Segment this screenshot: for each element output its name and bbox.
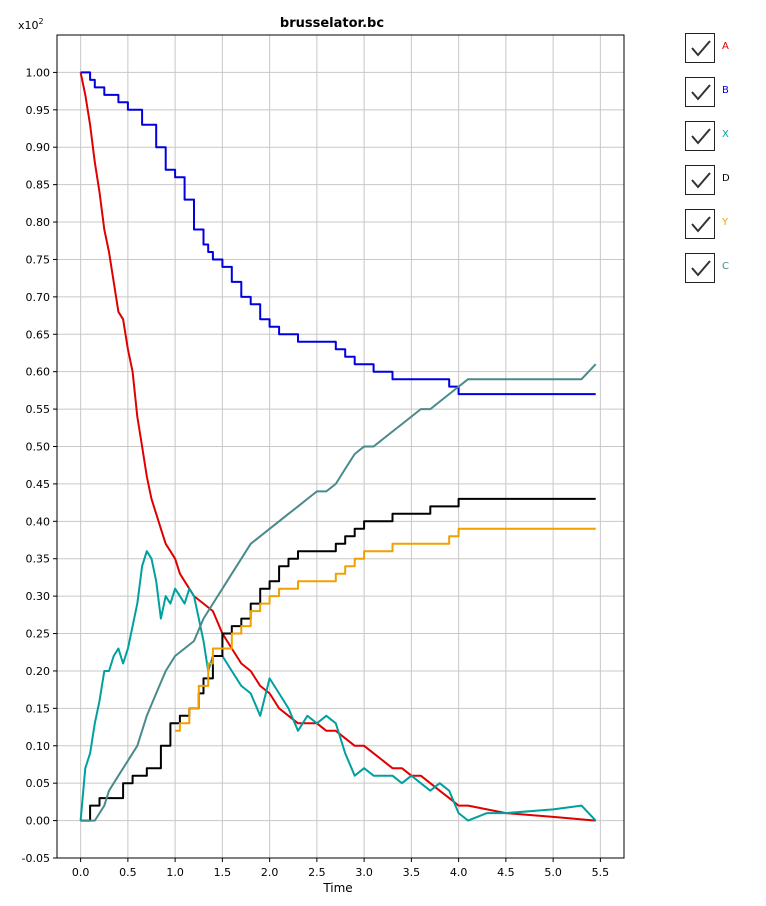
series-line-x — [79, 550, 597, 822]
x-tick-label: 3.5 — [403, 866, 421, 879]
legend-label: B — [722, 85, 729, 96]
y-tick-label: 0.40 — [26, 515, 51, 528]
y-tick-label: 0.60 — [26, 366, 51, 379]
y-tick-label: 1.00 — [26, 66, 51, 79]
x-tick-label: 0.5 — [119, 866, 137, 879]
x-tick-label: 0.0 — [72, 866, 90, 879]
series-line-y — [175, 527, 596, 732]
checkbox-checked-icon — [691, 216, 711, 233]
y-tick-label: 0.55 — [26, 403, 51, 416]
legend-label: C — [722, 261, 729, 272]
y-tick-label: 0.85 — [26, 179, 51, 192]
checkbox-checked-icon — [691, 128, 711, 145]
y-tick-label: 0.10 — [26, 740, 51, 753]
y-tick-label: 0.75 — [26, 253, 51, 266]
checkbox-checked-icon — [691, 84, 711, 101]
x-tick-label: 2.0 — [261, 866, 279, 879]
legend-item-d: D — [685, 165, 755, 198]
legend-label: Y — [722, 217, 729, 228]
x-tick-label: 3.0 — [355, 866, 373, 879]
series-line-c — [80, 363, 597, 822]
legend-item-x: X — [685, 121, 755, 154]
y-tick-label: 0.00 — [26, 815, 51, 828]
y-tick-label: 0.70 — [26, 291, 51, 304]
series-line-d — [80, 497, 596, 822]
checkbox-checked-icon — [691, 172, 711, 189]
checkbox-c[interactable] — [685, 253, 715, 283]
legend-item-a: A — [685, 33, 755, 66]
x-tick-label: 5.0 — [544, 866, 562, 879]
y-tick-label: 0.45 — [26, 478, 51, 491]
legend-label: A — [722, 41, 729, 52]
y-tick-label: -0.05 — [22, 852, 50, 865]
chart-title: brusselator.bc — [280, 16, 384, 31]
checkbox-a[interactable] — [685, 33, 715, 63]
checkbox-y[interactable] — [685, 209, 715, 239]
y-tick-label: 0.95 — [26, 104, 51, 117]
y-tick-label: 0.20 — [26, 665, 51, 678]
y-tick-label: 0.35 — [26, 553, 51, 566]
x-tick-label: 4.5 — [497, 866, 515, 879]
x-axis: 0.0 0.5 1.0 1.5 2.0 2.5 3.0 3.5 4.0 4.5 5.0 5.5 — [72, 858, 609, 879]
legend-label: X — [722, 129, 729, 140]
y-axis: 1.00 0.95 0.90 0.85 0.80 0.75 0.70 0.65 0.60 0.55… — [22, 66, 57, 865]
y-tick-label: 0.90 — [26, 141, 51, 154]
y-tick-label: 0.25 — [26, 628, 51, 641]
x-tick-label: 1.5 — [214, 866, 232, 879]
legend-item-c: C — [685, 253, 755, 286]
y-tick-label: 0.65 — [26, 328, 51, 341]
y-tick-label: 0.30 — [26, 590, 51, 603]
checkbox-checked-icon — [691, 260, 711, 277]
y-multiplier: x102 — [18, 17, 44, 32]
checkbox-x[interactable] — [685, 121, 715, 151]
x-tick-label: 1.0 — [166, 866, 184, 879]
series-line-a — [79, 72, 596, 822]
checkbox-checked-icon — [691, 40, 711, 57]
y-tick-label: 0.80 — [26, 216, 51, 229]
grid — [57, 35, 624, 859]
legend-item-y: Y — [685, 209, 755, 242]
y-tick-label: 0.50 — [26, 441, 51, 454]
x-tick-label: 4.0 — [450, 866, 468, 879]
x-tick-label: 5.5 — [592, 866, 610, 879]
x-tick-label: 2.5 — [308, 866, 326, 879]
y-tick-label: 0.15 — [26, 702, 51, 715]
legend-item-b: B — [685, 77, 755, 110]
legend-label: D — [722, 173, 730, 184]
series-group — [79, 71, 597, 822]
x-axis-label: Time — [322, 881, 352, 895]
checkbox-b[interactable] — [685, 77, 715, 107]
checkbox-d[interactable] — [685, 165, 715, 195]
series-line-b — [80, 71, 596, 396]
y-tick-label: 0.05 — [26, 777, 51, 790]
